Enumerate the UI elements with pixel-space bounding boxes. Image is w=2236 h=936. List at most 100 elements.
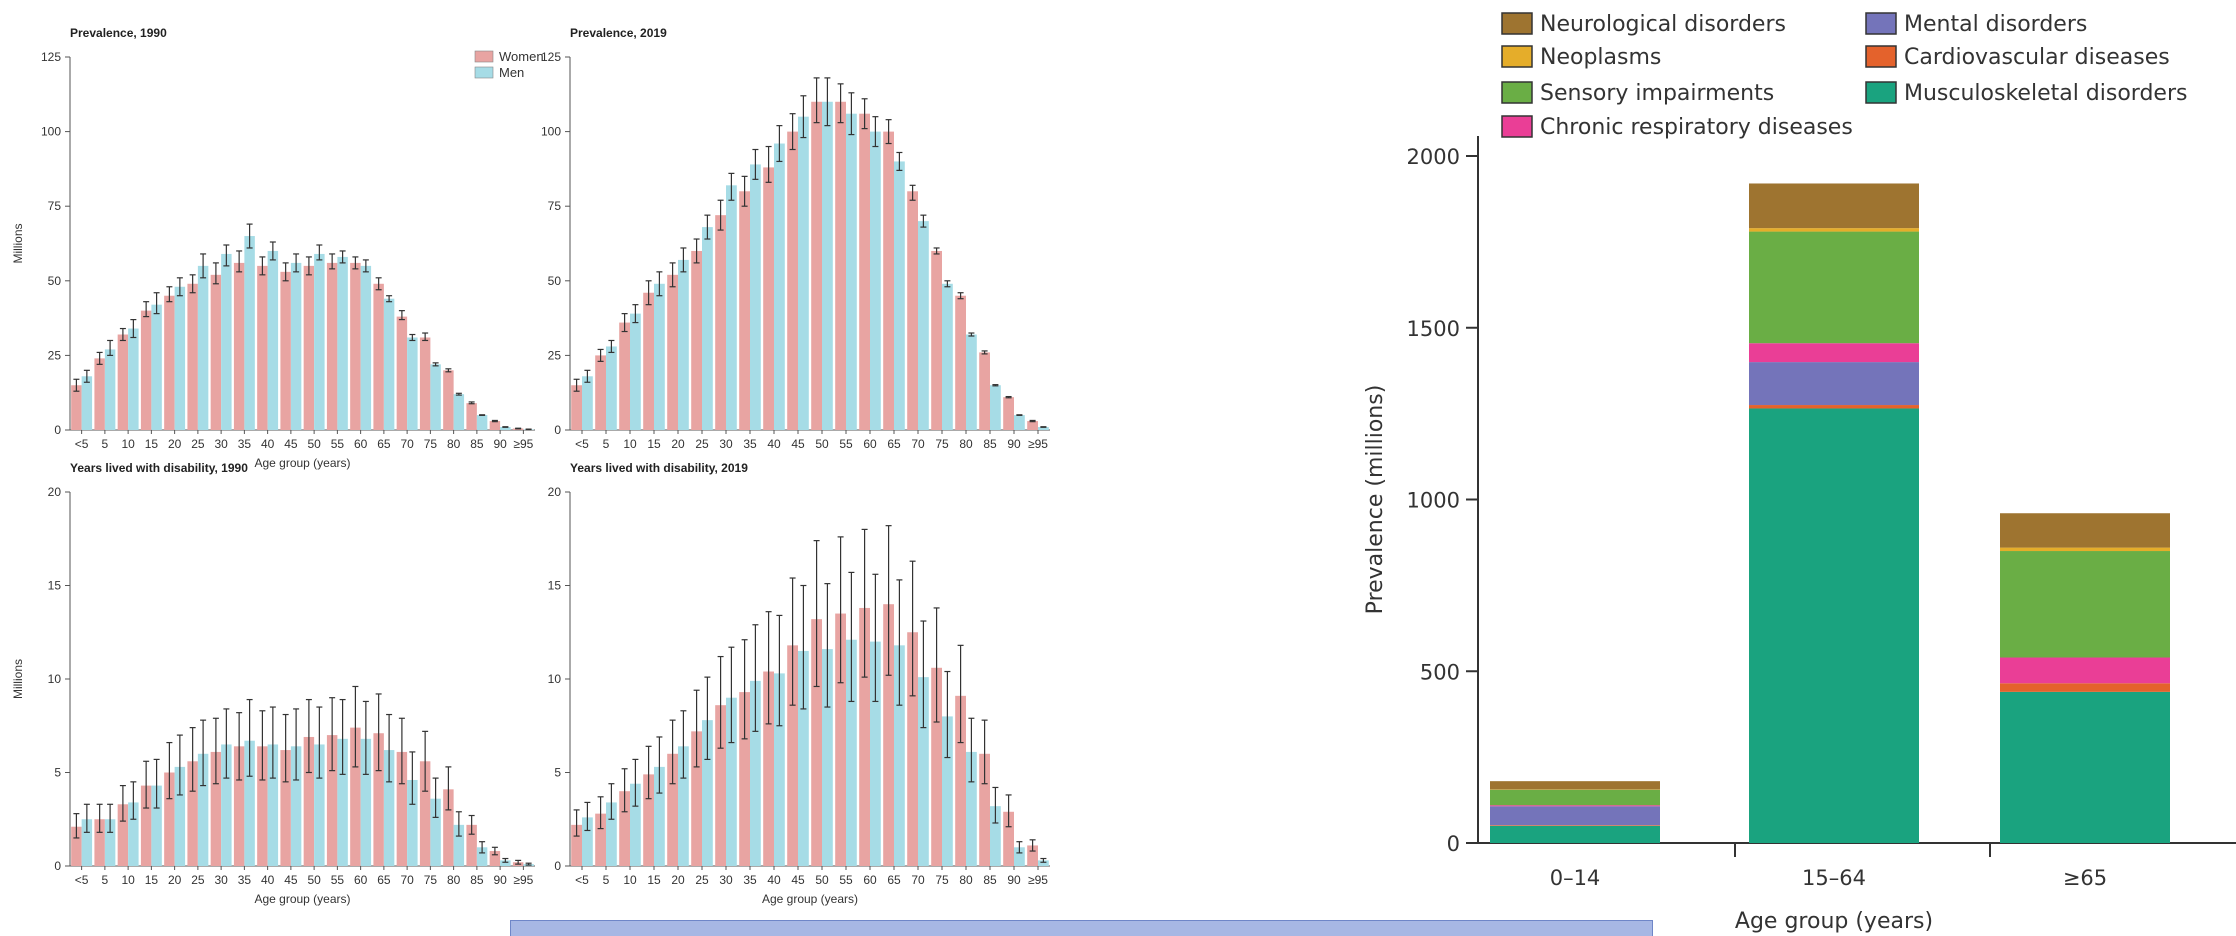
x-tick-label: 85: [983, 873, 997, 887]
y-tick-label: 75: [48, 199, 62, 213]
bar-women-3: [140, 310, 152, 430]
bar-women-8: [257, 265, 268, 430]
x-tick-label: 15: [647, 437, 661, 451]
bar-men-5: [702, 720, 713, 866]
bar-men-11: [846, 113, 857, 431]
x-tick-label: 70: [400, 437, 414, 451]
bar-women-7: [739, 692, 750, 866]
bar-men-8: [774, 673, 785, 866]
bar-men-0: [81, 819, 93, 866]
bar-women-6: [210, 751, 222, 866]
bar-men-0: [582, 817, 593, 866]
bar-women-4: [164, 772, 175, 866]
x-tick-label: 10: [121, 873, 135, 887]
bar-men-9: [290, 262, 302, 430]
bar-men-7: [244, 236, 255, 430]
x-tick-label: <5: [75, 873, 89, 887]
x-tick-label: 15–64: [1802, 866, 1866, 890]
bar-men-13: [383, 298, 395, 430]
bar-men-16: [453, 394, 465, 430]
bar-men-10: [314, 253, 325, 430]
y-axis-label: Prevalence (millions): [1363, 385, 1388, 615]
x-tick-label: 15: [145, 437, 159, 451]
panel-0: Prevalence, 1990 0 25 50 75 100 125 Millions <5 5…: [11, 26, 544, 470]
stack-sensory-impairments-1: [1749, 231, 1919, 344]
bar-men-16: [966, 751, 977, 866]
bar-men-7: [244, 740, 255, 866]
x-tick-label: 50: [815, 437, 829, 451]
x-tick-label: 5: [603, 873, 610, 887]
bar-women-1: [94, 819, 105, 866]
bar-men-9: [798, 650, 809, 866]
bar-women-8: [763, 167, 774, 430]
x-tick-label: <5: [75, 437, 89, 451]
bar-men-5: [197, 753, 209, 866]
x-tick-label: 35: [238, 437, 252, 451]
bar-men-1: [104, 819, 116, 866]
y-tick-label: 125: [541, 50, 561, 64]
legend-swatch: [1501, 45, 1533, 68]
bar-men-7: [750, 164, 761, 430]
x-tick-label: ≥95: [1028, 873, 1048, 887]
bar-men-11: [846, 639, 857, 866]
bar-women-8: [763, 671, 774, 866]
bar-men-8: [267, 744, 279, 866]
caption-box: [510, 920, 1653, 936]
y-tick-label: 5: [54, 766, 61, 780]
bar-women-4: [667, 753, 678, 866]
bar-men-4: [174, 766, 186, 866]
x-tick-label: 10: [121, 437, 135, 451]
bar-women-12: [859, 113, 870, 431]
x-tick-label: 80: [959, 437, 973, 451]
bar-men-12: [870, 641, 881, 866]
y-tick-label: 0: [54, 423, 61, 437]
bar-women-11: [835, 613, 846, 866]
bar-women-14: [907, 632, 918, 866]
stack-neurological-disorders-2: [2000, 513, 2170, 548]
x-axis-label: Age group (years): [1735, 909, 1933, 934]
x-tick-label: 60: [354, 437, 368, 451]
bar-women-9: [280, 271, 291, 430]
bar-women-6: [210, 274, 222, 430]
panel-title: Years lived with disability, 2019: [570, 461, 748, 475]
bar-men-0: [582, 376, 593, 430]
bar-women-5: [187, 761, 198, 866]
x-tick-label: 45: [284, 437, 298, 451]
bar-men-17: [476, 847, 488, 866]
bar-men-15: [942, 283, 953, 430]
legend-label: Neoplasms: [1540, 45, 1661, 70]
x-tick-label: 35: [743, 873, 757, 887]
x-tick-label: 55: [839, 873, 853, 887]
bar-women-10: [811, 619, 822, 866]
x-tick-label: 65: [377, 873, 391, 887]
y-tick-label: 50: [48, 274, 62, 288]
bar-women-15: [931, 667, 942, 866]
bar-men-2: [630, 313, 641, 430]
x-tick-label: 65: [887, 437, 901, 451]
bar-women-2: [619, 322, 630, 430]
x-tick-label: 5: [102, 437, 109, 451]
stack-mental-disorders-0: [1490, 806, 1660, 826]
bar-women-5: [691, 250, 702, 430]
bar-women-11: [835, 101, 846, 430]
bar-men-5: [197, 265, 209, 430]
bar-women-3: [643, 774, 654, 866]
bar-men-6: [726, 185, 737, 430]
x-tick-label: 60: [863, 873, 877, 887]
x-tick-label: 65: [377, 437, 391, 451]
y-tick-label: 1000: [1407, 489, 1460, 513]
bar-men-10: [822, 649, 833, 866]
stack-cardiovascular-diseases-1: [1749, 405, 1919, 409]
x-tick-label: ≥95: [513, 873, 533, 887]
legend-label-women: Women: [499, 49, 544, 64]
bar-women-12: [350, 262, 361, 430]
x-tick-label: ≥95: [1028, 437, 1048, 451]
x-tick-label: 70: [911, 873, 925, 887]
bar-men-17: [476, 415, 488, 430]
legend-swatch: [1501, 81, 1533, 104]
x-tick-label: 5: [102, 873, 109, 887]
x-tick-label: 60: [863, 437, 877, 451]
legend-swatch: [1501, 12, 1533, 35]
bar-men-14: [407, 779, 418, 866]
y-tick-label: 100: [41, 125, 61, 139]
